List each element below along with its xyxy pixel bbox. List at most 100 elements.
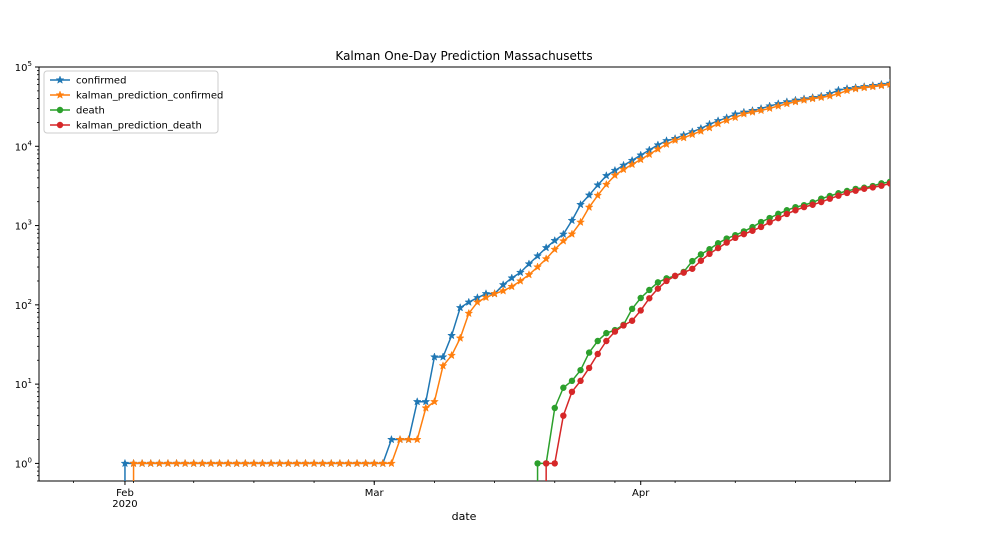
data-point-confirmed: [120, 458, 130, 468]
data-point-kalman_prediction_confirmed: [687, 129, 697, 139]
series-confirmed: [120, 78, 890, 481]
data-point-kalman_prediction_confirmed: [756, 105, 766, 115]
data-point-kalman_prediction_confirmed: [481, 292, 491, 302]
data-point-confirmed: [533, 251, 543, 260]
data-point-kalman_prediction_confirmed: [464, 308, 474, 318]
data-point-kalman_prediction_confirmed: [266, 458, 276, 468]
data-point-kalman_prediction_death: [706, 250, 713, 258]
data-point-kalman_prediction_death: [637, 307, 644, 314]
data-point-kalman_prediction_death: [577, 377, 584, 385]
series-death: [534, 178, 890, 481]
data-point-kalman_prediction_death: [826, 195, 834, 202]
data-point-death: [577, 366, 584, 374]
legend-label: kalman_prediction_confirmed: [76, 91, 223, 102]
data-point-kalman_prediction_confirmed: [507, 281, 517, 291]
data-point-kalman_prediction_confirmed: [447, 350, 457, 360]
data-point-kalman_prediction_confirmed: [180, 458, 190, 468]
data-point-kalman_prediction_death: [542, 460, 550, 467]
data-point-kalman_prediction_confirmed: [644, 149, 654, 159]
x-tick-label: Mar: [365, 488, 385, 499]
data-point-kalman_prediction_death: [835, 192, 842, 199]
data-point-confirmed: [558, 229, 568, 239]
data-point-kalman_prediction_confirmed: [567, 229, 577, 238]
y-tick-label: 105: [15, 60, 32, 74]
data-point-kalman_prediction_confirmed: [842, 85, 852, 95]
data-point-confirmed: [438, 352, 448, 361]
data-point-death: [551, 404, 558, 412]
data-point-kalman_prediction_confirmed: [309, 458, 319, 468]
data-point-kalman_prediction_confirmed: [730, 112, 740, 122]
legend-label: kalman_prediction_death: [76, 121, 202, 132]
data-point-death: [603, 329, 610, 337]
data-point-confirmed: [515, 267, 525, 277]
series-line-kalman_prediction_death: [545, 182, 890, 481]
series-kalman_prediction_confirmed: [129, 79, 890, 481]
data-point-kalman_prediction_confirmed: [154, 458, 164, 468]
data-point-death: [568, 377, 576, 385]
data-point-kalman_prediction_death: [714, 244, 722, 252]
data-point-confirmed: [447, 330, 457, 340]
series-kalman_prediction_death: [542, 180, 890, 481]
data-point-kalman_prediction_confirmed: [283, 458, 293, 468]
data-point-kalman_prediction_confirmed: [404, 434, 414, 444]
data-point-kalman_prediction_death: [818, 198, 825, 206]
data-point-kalman_prediction_death: [886, 180, 890, 187]
data-point-confirmed: [412, 397, 422, 406]
y-tick-label: 101: [15, 377, 32, 391]
plot-frame: [38, 66, 891, 482]
data-point-kalman_prediction_confirmed: [472, 297, 482, 307]
y-tick-label: 104: [15, 139, 33, 153]
x-axis-title: date: [452, 510, 477, 523]
data-point-kalman_prediction_death: [732, 234, 739, 242]
data-point-death: [628, 305, 636, 313]
data-point-confirmed: [550, 235, 560, 245]
data-point-kalman_prediction_confirmed: [713, 119, 723, 128]
data-point-kalman_prediction_confirmed: [189, 458, 199, 468]
data-point-kalman_prediction_confirmed: [747, 107, 757, 116]
data-point-confirmed: [541, 243, 551, 252]
data-point-kalman_prediction_confirmed: [249, 458, 259, 468]
data-point-kalman_prediction_confirmed: [653, 144, 663, 153]
data-point-kalman_prediction_death: [843, 189, 851, 197]
data-point-kalman_prediction_confirmed: [541, 254, 551, 263]
data-point-kalman_prediction_confirmed: [275, 458, 285, 468]
data-point-kalman_prediction_death: [568, 388, 576, 396]
data-point-kalman_prediction_confirmed: [386, 458, 396, 468]
data-point-death: [706, 246, 713, 253]
data-point-kalman_prediction_confirmed: [215, 458, 224, 468]
data-point-kalman_prediction_confirmed: [825, 91, 835, 100]
data-point-kalman_prediction_death: [611, 328, 619, 335]
data-point-kalman_prediction_confirmed: [584, 202, 594, 212]
data-point-kalman_prediction_confirmed: [679, 133, 689, 142]
data-point-kalman_prediction_confirmed: [455, 333, 465, 342]
legend-box: [43, 70, 219, 134]
x-tick-label: Feb: [116, 488, 134, 499]
data-point-kalman_prediction_death: [628, 317, 636, 324]
data-point-kalman_prediction_confirmed: [593, 190, 603, 200]
data-point-kalman_prediction_death: [766, 219, 773, 226]
data-point-kalman_prediction_confirmed: [335, 458, 345, 468]
data-point-kalman_prediction_death: [697, 257, 705, 264]
data-point-kalman_prediction_death: [861, 185, 868, 192]
data-point-kalman_prediction_confirmed: [627, 159, 637, 169]
data-point-confirmed: [567, 215, 577, 225]
data-point-kalman_prediction_confirmed: [885, 79, 890, 89]
data-point-confirmed: [464, 297, 474, 307]
data-point-kalman_prediction_confirmed: [601, 179, 611, 189]
data-point-kalman_prediction_death: [749, 227, 756, 234]
data-point-kalman_prediction_confirmed: [705, 123, 714, 132]
data-point-kalman_prediction_confirmed: [240, 458, 250, 468]
data-point-kalman_prediction_confirmed: [782, 99, 792, 108]
data-point-death: [654, 279, 662, 286]
data-point-confirmed: [601, 170, 611, 180]
legend-label: confirmed: [76, 76, 126, 87]
legend-swatch-marker: [55, 90, 65, 99]
chart-title: Kalman One-Day Prediction Massachusetts: [335, 49, 592, 63]
data-point-kalman_prediction_confirmed: [223, 458, 233, 468]
data-point-kalman_prediction_death: [689, 265, 696, 272]
data-point-kalman_prediction_confirmed: [558, 236, 568, 245]
data-point-kalman_prediction_confirmed: [498, 286, 508, 295]
data-point-death: [585, 349, 593, 356]
data-point-kalman_prediction_death: [878, 182, 885, 189]
data-point-kalman_prediction_confirmed: [765, 103, 775, 113]
